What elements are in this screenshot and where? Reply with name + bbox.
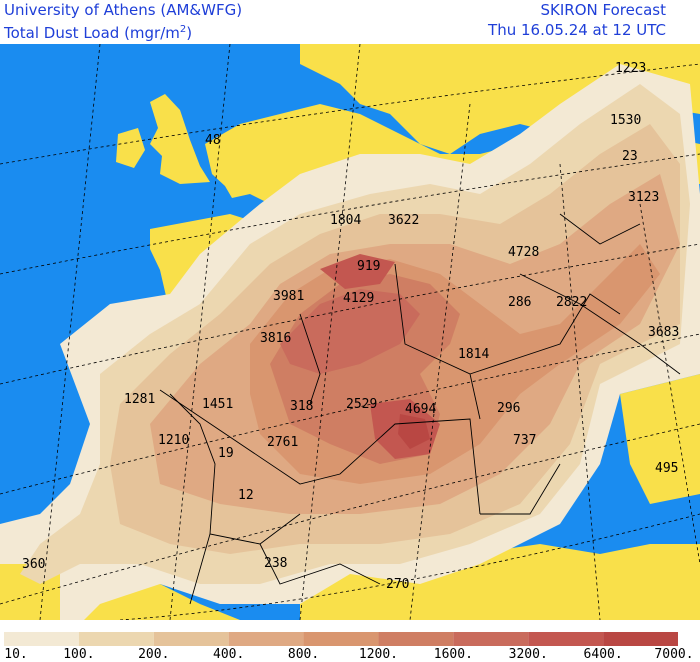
dust-value-label: 2761 xyxy=(267,435,298,450)
land-scandinavia xyxy=(300,44,700,154)
dust-value-label: 3981 xyxy=(273,289,304,304)
land-arabia-east xyxy=(620,374,700,504)
legend-swatch xyxy=(453,632,529,646)
dust-value-label: 1530 xyxy=(610,113,641,128)
dust-value-label: 360 xyxy=(22,557,45,572)
legend-value: 800. xyxy=(287,647,320,662)
dust-value-label: 3622 xyxy=(388,213,419,228)
legend-swatch xyxy=(78,632,154,646)
legend-value: 3200. xyxy=(508,647,548,662)
dust-value-label: 48 xyxy=(205,133,221,148)
legend-swatch xyxy=(153,632,229,646)
dust-value-label: 495 xyxy=(655,461,678,476)
dust-value-label: 1451 xyxy=(202,397,233,412)
legend-value: 7000. xyxy=(654,647,694,662)
dust-value-label: 4728 xyxy=(508,245,539,260)
legend-swatch xyxy=(378,632,454,646)
legend-value: 1200. xyxy=(358,647,399,662)
dust-value-label: 4129 xyxy=(343,291,374,306)
dust-value-label: 286 xyxy=(508,295,531,310)
dust-load-map: 1223 1530 23 3123 48 1804 3622 919 4728 3981 4129 2… xyxy=(0,44,700,620)
graticule-lines xyxy=(0,44,700,620)
model-source-title: University of Athens (AM&WFG) xyxy=(4,1,243,19)
forecast-product-title: SKIRON Forecast xyxy=(540,1,666,19)
legend-value: 200. xyxy=(138,647,170,662)
dust-value-label: 2529 xyxy=(346,397,377,412)
dust-level-3200b xyxy=(320,254,395,289)
dust-level-6400 xyxy=(398,414,430,449)
legend-value: 400. xyxy=(213,647,245,662)
land-great-britain xyxy=(150,94,210,184)
legend-value: 1600. xyxy=(433,647,473,662)
legend-swatch xyxy=(4,632,79,646)
dust-value-label: 23 xyxy=(622,149,638,164)
land-ireland xyxy=(116,128,145,168)
land-central-africa xyxy=(300,544,700,620)
dust-value-label: 1210 xyxy=(158,433,189,448)
dust-value-label: 1281 xyxy=(124,392,155,407)
dust-level-1600 xyxy=(280,289,420,374)
dust-value-label: 4694 xyxy=(405,402,436,417)
dust-value-label: 270 xyxy=(386,577,409,592)
dust-value-labels: 1223 1530 23 3123 48 1804 3622 919 4728 3981 4129 2… xyxy=(22,61,679,592)
legend-swatch xyxy=(303,632,379,646)
dust-value-label: 238 xyxy=(264,556,287,571)
legend-value: 6400. xyxy=(583,647,623,662)
dust-value-label: 1223 xyxy=(615,61,646,76)
dust-value-label: 737 xyxy=(513,433,536,448)
country-borders xyxy=(159,213,681,605)
dust-value-label: 919 xyxy=(357,259,380,274)
valid-time: Thu 16.05.24 at 12 UTC xyxy=(488,21,666,39)
color-scale-legend: 10. 100. 200. 400. 800. 1200. 1600. 3200. 6400. 7… xyxy=(0,632,700,662)
dust-value-label: 12 xyxy=(238,488,254,503)
dust-value-label: 1814 xyxy=(458,347,489,362)
legend-swatch xyxy=(603,632,678,646)
dust-value-label: 3683 xyxy=(648,325,679,340)
legend-color-bar xyxy=(4,632,678,646)
dust-value-label: 3816 xyxy=(260,331,291,346)
dust-value-label: 2822 xyxy=(556,295,587,310)
dust-value-label: 19 xyxy=(218,446,234,461)
dust-value-label: 3123 xyxy=(628,190,659,205)
variable-title: Total Dust Load (mgr/m2) xyxy=(4,24,193,42)
legend-swatch xyxy=(528,632,604,646)
legend-value: 10. xyxy=(4,647,28,662)
dust-value-label: 1804 xyxy=(330,213,361,228)
dust-value-label: 318 xyxy=(290,399,313,414)
dust-contours xyxy=(0,64,700,620)
legend-value: 100. xyxy=(63,647,95,662)
legend-swatch xyxy=(228,632,304,646)
dust-value-label: 296 xyxy=(497,401,520,416)
